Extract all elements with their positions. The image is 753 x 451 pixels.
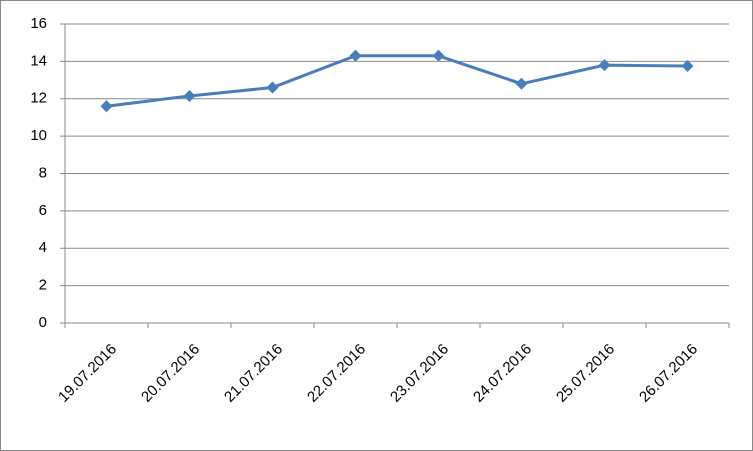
y-tick-label: 6 [39,202,47,219]
point-marker [598,59,611,72]
point-marker [100,100,113,113]
point-marker [681,60,694,73]
series-line [106,54,688,108]
y-tick-label: 12 [30,90,47,107]
point-marker [349,49,362,62]
point-marker [183,89,196,102]
y-tick-label: 16 [30,15,47,32]
point-marker [515,77,528,90]
y-tick-label: 14 [30,52,47,69]
point-marker [432,49,445,62]
y-tick-label: 8 [39,164,47,181]
y-tick-label: 2 [39,277,47,294]
y-tick-label: 0 [39,314,47,331]
point-marker [266,81,279,94]
y-tick-label: 4 [39,239,47,256]
y-tick-label: 10 [30,127,47,144]
